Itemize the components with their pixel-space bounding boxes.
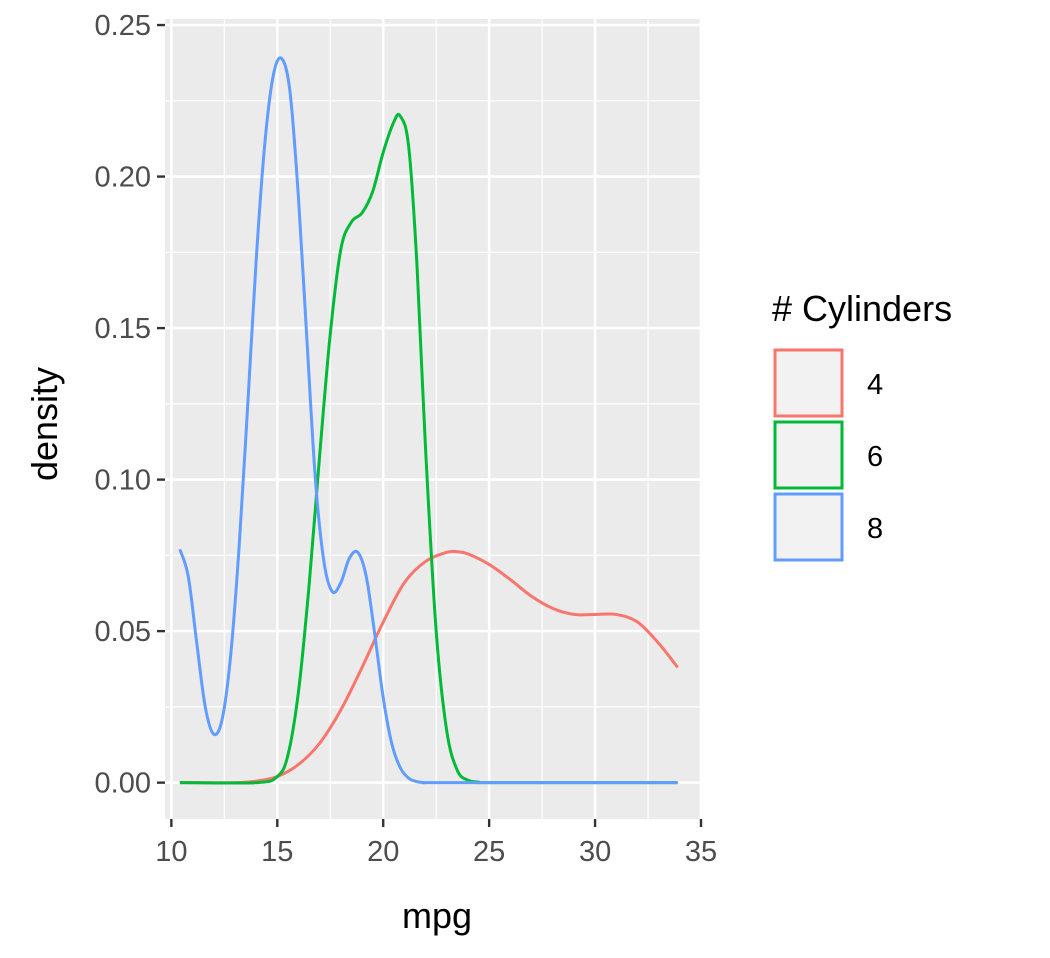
x-tick-label: 30 [579, 836, 611, 868]
density-line-cyl-6 [179, 112, 678, 785]
x-tick-label: 35 [685, 836, 717, 868]
grid-minor [165, 19, 701, 819]
y-tick-label: 0.20 [95, 162, 151, 194]
legend-key-4 [773, 348, 844, 418]
plot-panel [165, 19, 701, 819]
legend-label-8: 8 [867, 513, 883, 545]
legend-key-8 [773, 492, 844, 562]
legend: # Cylinders 4 6 8 [772, 288, 952, 562]
y-axis-title: density [24, 367, 65, 481]
legend-key-6 [773, 420, 844, 490]
y-tick-label: 0.05 [95, 616, 151, 648]
legend-label-6: 6 [867, 441, 883, 473]
tick-labels: 10 15 20 25 30 35 0.00 0.05 0.10 0.15 0.20 0.25 [95, 10, 718, 868]
density-line-cyl-8 [178, 56, 678, 785]
y-tick-label: 0.15 [95, 313, 151, 345]
legend-label-4: 4 [867, 369, 883, 401]
y-tick-label: 0.00 [95, 768, 151, 800]
x-axis-title: mpg [402, 895, 472, 936]
axis-ticks [157, 23, 703, 827]
x-tick-label: 20 [367, 836, 399, 868]
density-line-cyl-4 [179, 549, 679, 785]
series-layer [178, 56, 679, 785]
x-tick-label: 10 [155, 836, 187, 868]
x-tick-label: 25 [473, 836, 505, 868]
y-tick-label: 0.25 [95, 10, 151, 42]
x-tick-label: 15 [261, 836, 293, 868]
y-tick-label: 0.10 [95, 465, 151, 497]
legend-title: # Cylinders [772, 288, 952, 329]
